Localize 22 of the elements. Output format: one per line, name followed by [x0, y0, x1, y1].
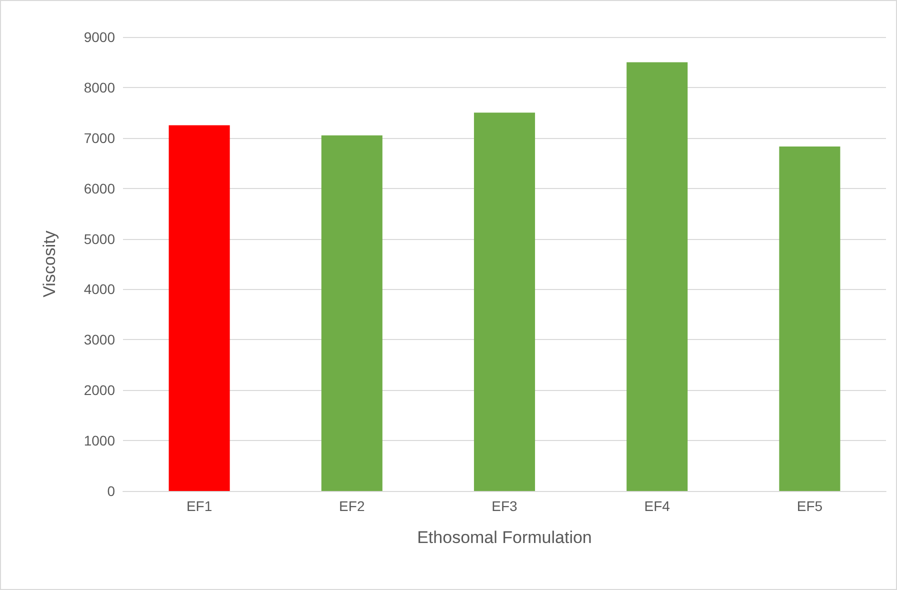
bar	[321, 135, 382, 491]
y-tick-label: 6000	[84, 180, 116, 196]
y-tick-label: 3000	[84, 332, 116, 348]
y-tick-label: 1000	[84, 432, 116, 449]
bar	[626, 62, 688, 491]
y-axis-title: Viscosity	[40, 230, 59, 298]
bar	[168, 125, 230, 491]
y-tick-label: 4000	[84, 281, 116, 298]
y-tick-label: 0	[107, 483, 116, 499]
y-tick-label: 5000	[84, 230, 116, 247]
bar	[779, 146, 840, 491]
x-tick-label: EF4	[644, 498, 670, 514]
x-tick-label: EF5	[796, 498, 823, 514]
bar	[474, 112, 536, 491]
y-tick-label: 8000	[84, 79, 116, 96]
x-tick-label: EF3	[492, 498, 518, 514]
y-tick-label: 2000	[84, 382, 116, 398]
x-tick-label: EF1	[186, 498, 212, 514]
y-tick-label: 9000	[84, 29, 116, 45]
x-axis-title: Ethosomal Formulation	[417, 528, 592, 547]
y-tick-label: 7000	[84, 130, 116, 146]
x-tick-label: EF2	[339, 498, 365, 514]
